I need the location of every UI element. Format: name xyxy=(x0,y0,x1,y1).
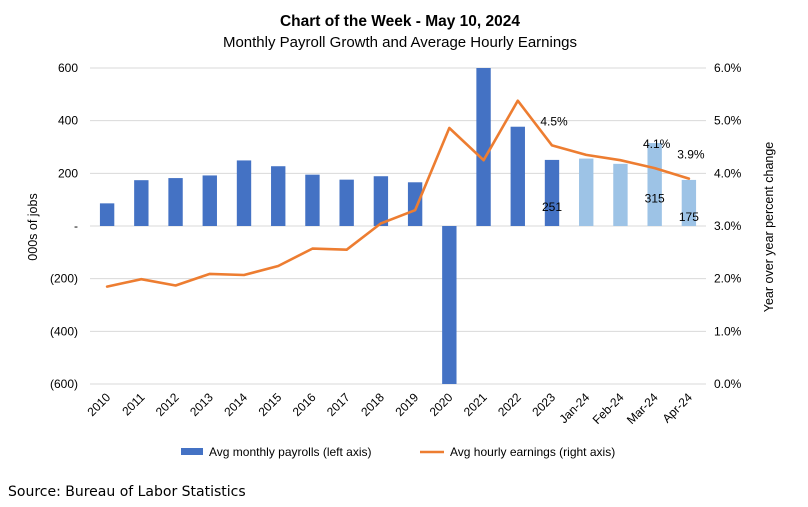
bar-data-label: 251 xyxy=(542,200,562,214)
y2-axis-label: Year over year percent change xyxy=(762,142,776,313)
y2-tick-label: 3.0% xyxy=(714,219,742,233)
bar-2012 xyxy=(168,178,183,226)
y-axis-label: 000s of jobs xyxy=(26,193,40,260)
x-tick-label: Apr-24 xyxy=(660,390,696,426)
line-series xyxy=(105,99,691,288)
x-tick-label: Jan-24 xyxy=(556,390,592,426)
y2-tick-label: 1.0% xyxy=(714,324,742,338)
x-tick-label: 2023 xyxy=(529,390,558,419)
x-tick-label: Feb-24 xyxy=(590,390,627,427)
x-tick-label: 2010 xyxy=(84,390,113,419)
bar-2013 xyxy=(202,175,217,226)
x-tick-label: 2017 xyxy=(324,390,353,419)
axes: (600) (400) (200) - 200 400 600 0.0% 1.0% 2.0% 3.0… xyxy=(50,61,742,427)
x-tick-label: 2022 xyxy=(495,390,524,419)
y-tick-label: 600 xyxy=(58,61,78,75)
legend-swatch-payrolls xyxy=(181,448,203,455)
y2-tick-label: 4.0% xyxy=(714,166,742,180)
legend: Avg monthly payrolls (left axis) Avg hou… xyxy=(181,445,615,459)
bar-jan-24 xyxy=(579,158,594,226)
bar-2019 xyxy=(407,182,423,226)
y-tick-label: (200) xyxy=(50,272,78,286)
line-data-label: 4.5% xyxy=(540,114,568,128)
bar-data-label: 175 xyxy=(679,210,699,224)
x-tick-label: 2021 xyxy=(461,390,490,419)
x-tick-label: 2019 xyxy=(392,390,421,419)
x-tick-label: Mar-24 xyxy=(624,390,661,427)
bar-mar-24 xyxy=(647,143,662,226)
y-tick-label: 200 xyxy=(58,166,78,180)
bar-2020 xyxy=(442,226,457,384)
bar-2010 xyxy=(99,203,115,226)
x-tick-label: 2020 xyxy=(427,390,456,419)
line-data-label: 3.9% xyxy=(677,148,705,162)
bar-2017 xyxy=(339,179,354,226)
y-tick-label: (600) xyxy=(50,377,78,391)
line-data-label: 4.1% xyxy=(643,137,671,151)
x-tick-label: 2013 xyxy=(187,390,216,419)
source-note: Source: Bureau of Labor Statistics xyxy=(8,484,246,500)
y-tick-label: 400 xyxy=(58,114,78,128)
legend-label-earnings: Avg hourly earnings (right axis) xyxy=(450,445,615,459)
x-tick-label: 2012 xyxy=(153,390,182,419)
y2-tick-label: 6.0% xyxy=(714,61,742,75)
x-tick-label: 2015 xyxy=(256,390,285,419)
bar-series xyxy=(99,68,697,384)
x-tick-label: 2016 xyxy=(290,390,319,419)
y2-tick-label: 0.0% xyxy=(714,377,742,391)
bar-2021 xyxy=(476,68,491,226)
bar-2023 xyxy=(544,159,560,226)
bar-2011 xyxy=(134,180,149,226)
x-tick-label: 2018 xyxy=(358,390,387,419)
bar-2016 xyxy=(305,174,320,226)
bar-data-label: 315 xyxy=(645,192,665,206)
chart-subtitle: Monthly Payroll Growth and Average Hourl… xyxy=(223,34,577,51)
bar-2018 xyxy=(373,176,389,226)
y2-tick-label: 5.0% xyxy=(714,114,742,128)
x-tick-label: 2014 xyxy=(221,390,250,419)
bar-2014 xyxy=(236,160,252,226)
y-tick-label: - xyxy=(74,219,78,233)
earnings-line xyxy=(105,99,691,288)
bar-feb-24 xyxy=(613,163,628,226)
bar-apr-24 xyxy=(681,179,697,226)
legend-label-payrolls: Avg monthly payrolls (left axis) xyxy=(209,445,372,459)
data-labels: 251 315 175 4.5% 4.1% 3.9% xyxy=(540,114,705,224)
y2-tick-label: 2.0% xyxy=(714,272,742,286)
chart-title: Chart of the Week - May 10, 2024 xyxy=(280,13,520,30)
bar-2015 xyxy=(271,166,286,226)
bar-2022 xyxy=(510,126,525,226)
x-tick-label: 2011 xyxy=(119,390,147,418)
y-tick-label: (400) xyxy=(50,324,78,338)
